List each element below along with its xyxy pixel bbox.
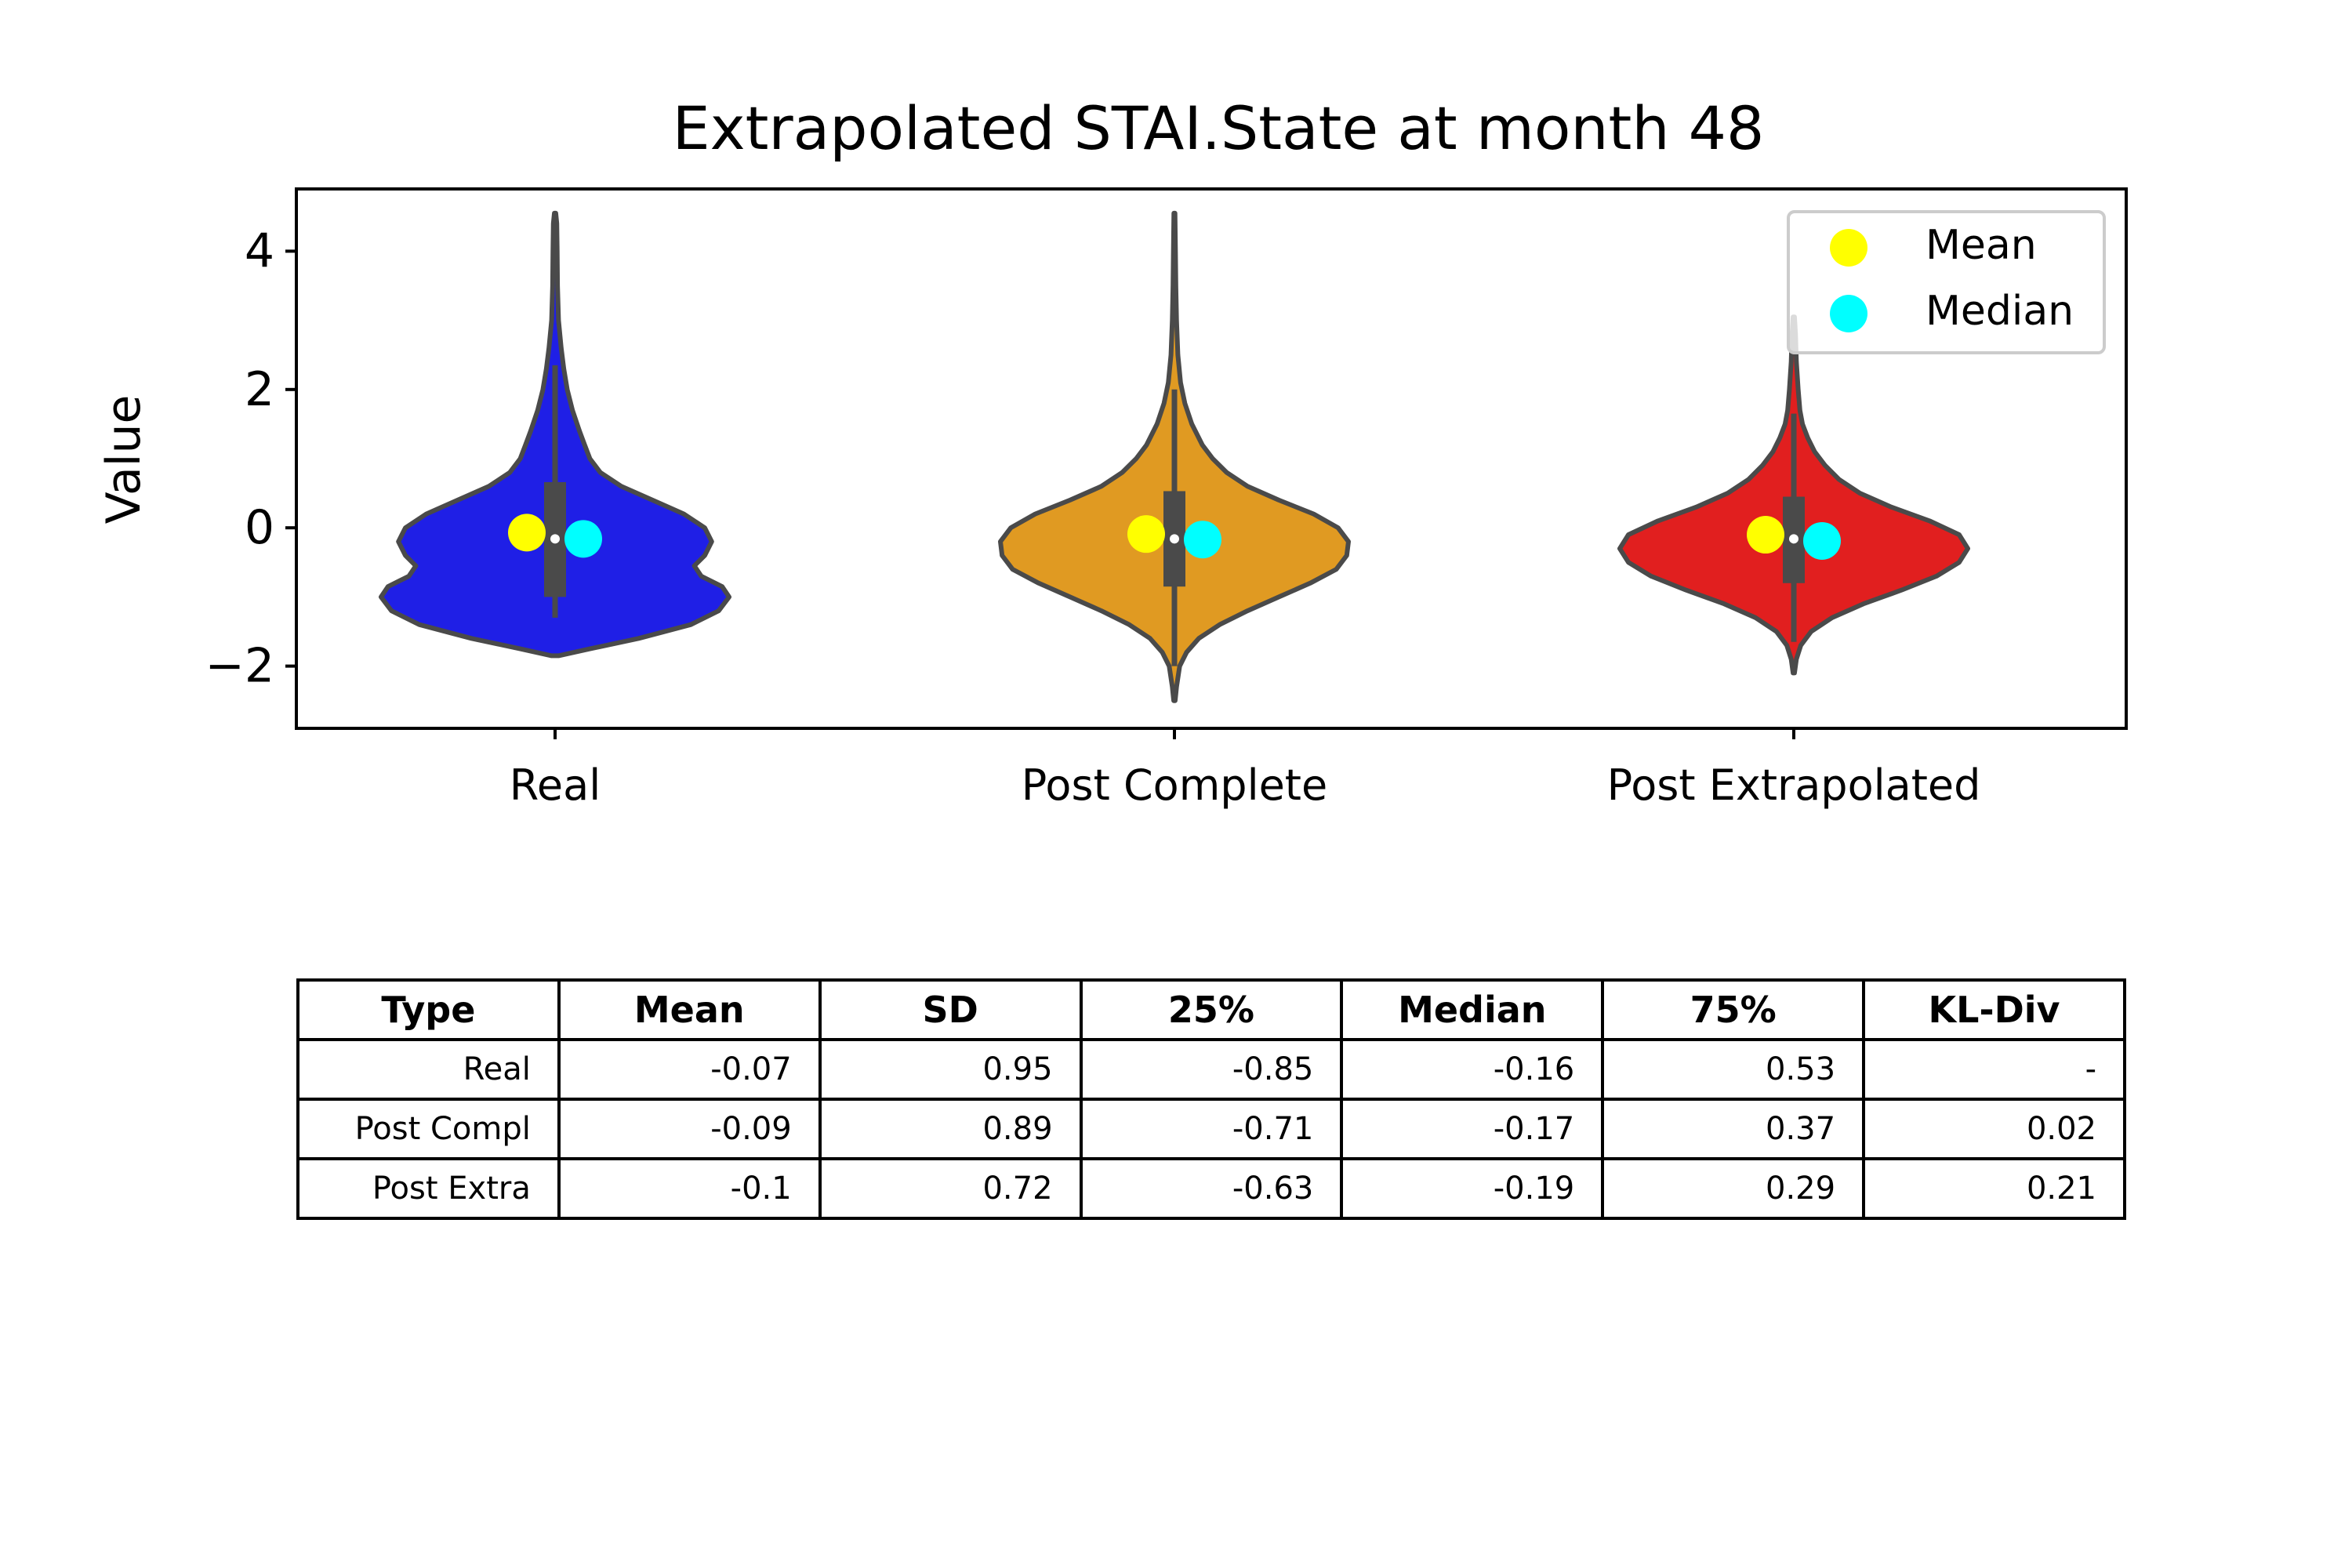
table-cell: 0.29 <box>1601 1157 1866 1220</box>
y-tick-label: 4 <box>245 223 274 278</box>
table-cell: Real <box>296 1038 561 1101</box>
table-cell: -0.63 <box>1079 1157 1344 1220</box>
header-kl-div: KL-Div <box>1862 978 2126 1041</box>
table-cell: 0.37 <box>1601 1098 1866 1160</box>
table-cell: -0.19 <box>1340 1157 1605 1220</box>
legend-median-marker <box>1830 295 1867 332</box>
table-cell: 0.21 <box>1862 1157 2126 1220</box>
violin-median-dot <box>1789 534 1798 544</box>
violin-median-dot <box>1170 534 1179 544</box>
table-cell: 0.02 <box>1862 1098 2126 1160</box>
table-cell: -0.09 <box>557 1098 822 1160</box>
x-axis-ticks: Real Post Complete Post Extrapolated <box>510 728 1981 810</box>
table-cell: 0.72 <box>818 1157 1083 1220</box>
stats-table: Type Mean SD 25% Median 75% KL-Div Real … <box>296 978 2126 1220</box>
y-axis-label: Value <box>96 395 151 524</box>
table-cell: 0.89 <box>818 1098 1083 1160</box>
mean-marker <box>1127 515 1165 554</box>
legend: Mean Median <box>1787 210 2106 354</box>
x-tick-label: Real <box>510 760 601 810</box>
table-cell: -0.07 <box>557 1038 822 1101</box>
table-row: Post Compl -0.09 0.89 -0.71 -0.17 0.37 0… <box>296 1098 2126 1160</box>
y-tick-label: −2 <box>205 639 274 694</box>
mean-marker <box>508 514 546 552</box>
table-cell: Post Extra <box>296 1157 561 1220</box>
y-tick-label: 0 <box>245 500 274 555</box>
table-cell: - <box>1862 1038 2126 1101</box>
table-cell: -0.71 <box>1079 1098 1344 1160</box>
median-marker <box>1184 521 1221 559</box>
plot-frame <box>295 187 2128 730</box>
violins-layer <box>379 210 1970 703</box>
table-row: Post Extra -0.1 0.72 -0.63 -0.19 0.29 0.… <box>296 1157 2126 1220</box>
table-cell: -0.1 <box>557 1157 822 1220</box>
table-cell: -0.85 <box>1079 1038 1344 1101</box>
header-q75: 75% <box>1601 978 1866 1041</box>
table-cell: Post Compl <box>296 1098 561 1160</box>
chart-title: Extrapolated STAI.State at month 48 <box>673 93 1765 163</box>
header-q25: 25% <box>1079 978 1344 1041</box>
table-header-row: Type Mean SD 25% Median 75% KL-Div <box>296 978 2126 1041</box>
mean-marker <box>1747 516 1784 554</box>
table-row: Real -0.07 0.95 -0.85 -0.16 0.53 - <box>296 1038 2126 1101</box>
table-cell: 0.53 <box>1601 1038 1866 1101</box>
legend-mean-label: Mean <box>1926 222 2037 269</box>
table-cell: -0.17 <box>1340 1098 1605 1160</box>
violin-median-dot <box>550 534 560 544</box>
header-sd: SD <box>818 978 1083 1041</box>
table-cell: 0.95 <box>818 1038 1083 1101</box>
median-marker <box>564 520 602 558</box>
table-cell: -0.16 <box>1340 1038 1605 1101</box>
x-tick-label: Post Complete <box>1022 760 1327 810</box>
header-type: Type <box>296 978 561 1041</box>
y-tick-label: 2 <box>245 362 274 417</box>
legend-mean-marker <box>1830 229 1867 267</box>
legend-median-label: Median <box>1926 288 2074 335</box>
y-axis-ticks: −2 0 2 4 <box>205 223 296 694</box>
x-tick-label: Post Extrapolated <box>1607 760 1981 810</box>
header-median: Median <box>1340 978 1605 1041</box>
median-marker <box>1803 521 1841 560</box>
header-mean: Mean <box>557 978 822 1041</box>
